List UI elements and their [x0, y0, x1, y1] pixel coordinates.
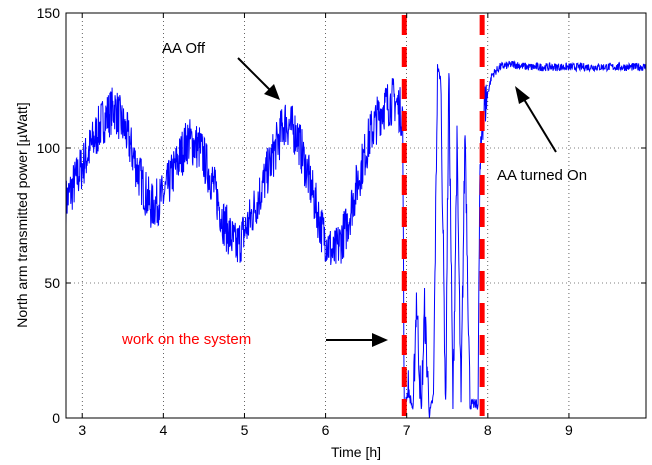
y-tick-label: 150 — [37, 5, 61, 21]
annotation-work: work on the system — [121, 331, 388, 348]
plot-background — [66, 13, 646, 418]
x-tick-label: 8 — [484, 422, 492, 438]
x-tick-label: 4 — [159, 422, 167, 438]
series-layer — [65, 60, 647, 419]
series-line — [65, 60, 647, 419]
plot-frame — [65, 12, 647, 419]
annotation-work-arrowhead — [372, 333, 388, 347]
y-tick-label: 50 — [44, 275, 60, 291]
annotation-aa-on-text: AA turned On — [497, 167, 587, 184]
annotation-aa-off-arrowhead — [264, 84, 280, 100]
y-tick-label: 0 — [52, 410, 60, 426]
grid-lines — [66, 13, 646, 418]
annotation-aa-on-arrow — [521, 95, 557, 153]
x-axis-label: Time [h] — [331, 444, 381, 460]
annotation-aa-off-text: AA Off — [162, 40, 206, 57]
annotation-aa-off-arrow — [237, 57, 273, 93]
annotation-work-text: work on the system — [121, 331, 251, 348]
x-tick-label: 9 — [565, 422, 573, 438]
y-tick-label: 100 — [37, 140, 61, 156]
x-tick-label: 5 — [241, 422, 249, 438]
x-tick-label: 7 — [403, 422, 411, 438]
axis-ticks: 3 4 5 6 7 8 9 0 50 100 150 — [37, 5, 646, 438]
annotation-aa-off: AA Off — [162, 40, 280, 100]
x-tick-label: 3 — [78, 422, 86, 438]
markers-layer — [401, 15, 485, 416]
annotation-aa-on: AA turned On — [497, 86, 587, 184]
x-tick-label: 6 — [322, 422, 330, 438]
annotation-aa-on-arrowhead — [515, 86, 530, 104]
y-axis-label: North arm transmitted power [µWatt] — [14, 102, 30, 327]
